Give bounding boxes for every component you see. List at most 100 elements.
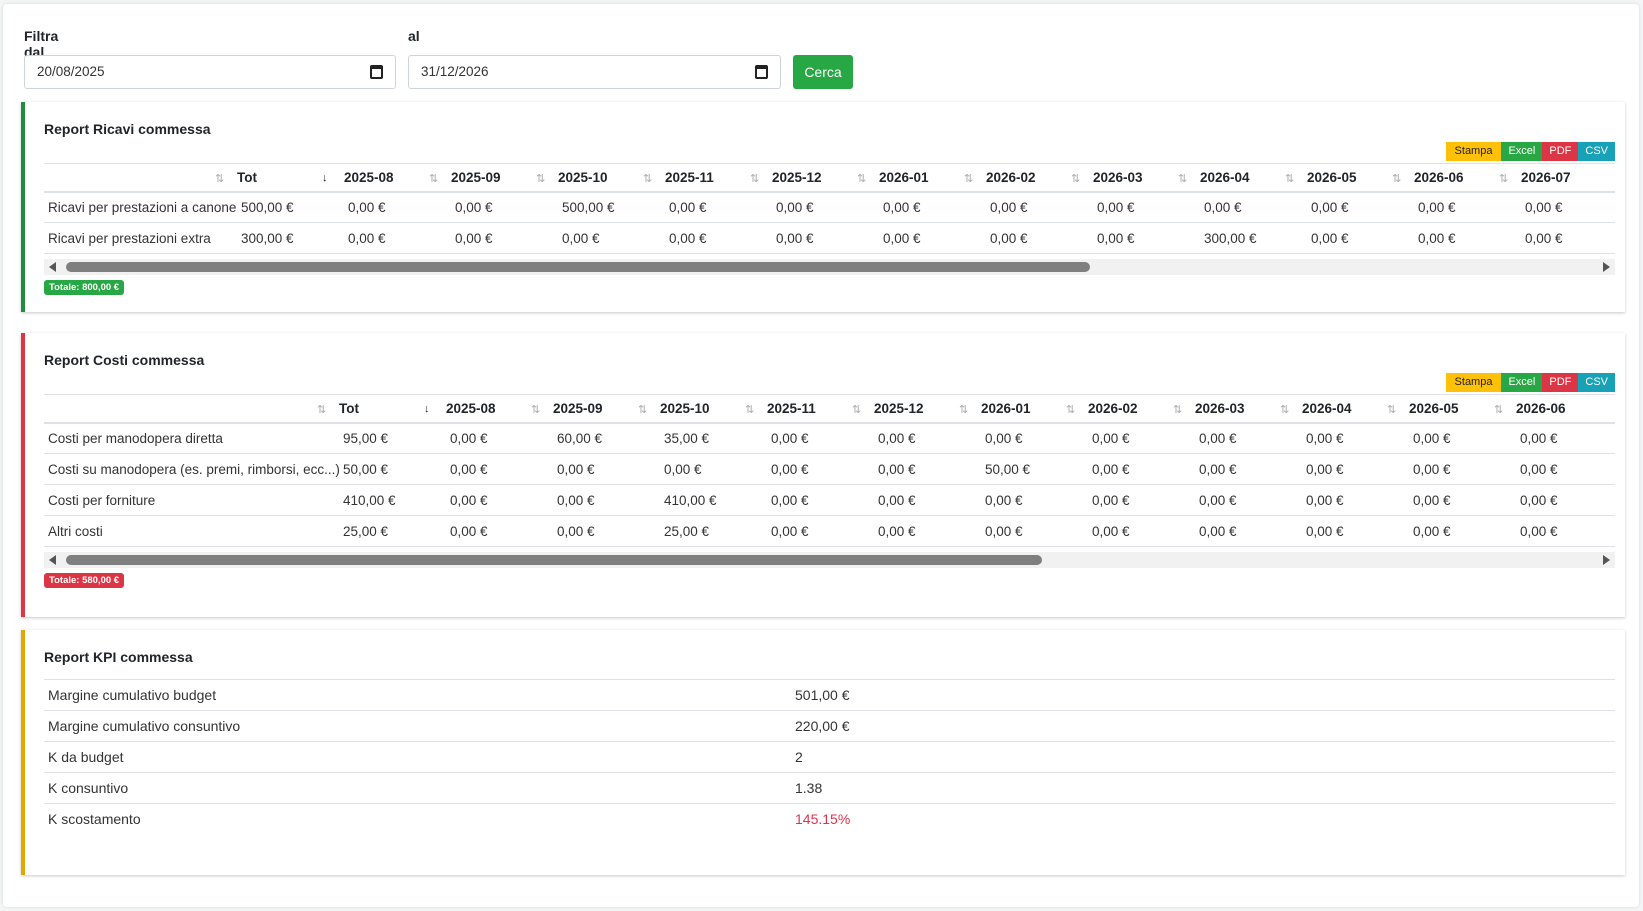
sort-icon[interactable]: ⇅ (1392, 173, 1402, 185)
print-button[interactable]: Stampa (1445, 373, 1502, 392)
sort-icon[interactable]: ⇅ (964, 173, 974, 185)
column-header[interactable]: ⇅ 2026-04 (1178, 163, 1307, 193)
sort-icon[interactable]: ⇅ (745, 404, 755, 416)
sort-icon[interactable]: ⇅ (429, 173, 439, 185)
label-column-header (44, 163, 237, 193)
column-header[interactable]: ⇅ 2025-09 (531, 394, 660, 424)
scrollbar-thumb[interactable] (66, 555, 1042, 565)
to-date-input[interactable]: 31/12/2026 (408, 55, 781, 89)
kpi-label: K consuntivo (48, 780, 129, 796)
kpi-report-title: Report KPI commessa (44, 649, 193, 665)
scrollbar-thumb[interactable] (66, 262, 1090, 272)
sort-icon[interactable]: ⇅ (536, 173, 546, 185)
scroll-left-arrow-icon[interactable] (49, 262, 56, 272)
scroll-right-arrow-icon[interactable] (1603, 555, 1610, 565)
table-cell: 0,00 € (1302, 422, 1409, 454)
table-cell: 0,00 € (344, 191, 451, 223)
sort-icon[interactable]: ⇅ (959, 404, 969, 416)
column-header[interactable]: ⇅ 2025-11 (643, 163, 772, 193)
sort-icon[interactable]: ⇅ (1494, 404, 1504, 416)
column-header-label: 2025-09 (553, 401, 603, 416)
search-button[interactable]: Cerca (793, 55, 853, 89)
column-header[interactable]: ⇅ 2026-05 (1285, 163, 1414, 193)
sort-icon[interactable]: ⇅ (1173, 404, 1183, 416)
table-cell: 0,00 € (772, 191, 879, 223)
cost-table-scrollbar[interactable] (44, 552, 1615, 568)
sort-icon[interactable]: ⇅ (1066, 404, 1076, 416)
kpi-row: Margine cumulativo consuntivo 220,00 € (44, 710, 1615, 741)
table-cell: 0,00 € (874, 422, 981, 454)
column-header[interactable]: ⇅ 2025-09 (429, 163, 558, 193)
print-button[interactable]: Stampa (1445, 142, 1502, 161)
sort-icon[interactable]: ⇅ (1285, 173, 1295, 185)
column-header[interactable]: ↓ 2025-08 (424, 394, 553, 424)
table-cell: 500,00 € (237, 191, 344, 223)
sort-icon[interactable]: ⇅ (317, 404, 327, 416)
sort-icon[interactable]: ⇅ (750, 173, 760, 185)
column-header-label: 2026-06 (1414, 170, 1464, 185)
sort-icon[interactable]: ⇅ (531, 404, 541, 416)
column-header[interactable]: ⇅ Tot (215, 163, 344, 193)
column-header[interactable]: ⇅ 2025-10 (638, 394, 767, 424)
sort-desc-icon[interactable]: ↓ (424, 403, 430, 415)
pdf-export-button[interactable]: PDF (1542, 142, 1579, 161)
calendar-icon[interactable] (755, 65, 768, 79)
column-header[interactable]: ⇅ 2026-06 (1494, 394, 1615, 424)
table-cell: 0,00 € (986, 191, 1093, 223)
column-header[interactable]: ⇅ 2026-03 (1071, 163, 1200, 193)
sort-icon[interactable]: ⇅ (1387, 404, 1397, 416)
column-header[interactable]: ⇅ 2026-02 (1066, 394, 1195, 424)
column-header[interactable]: ⇅ Tot (317, 394, 446, 424)
table-row: Costi su manodopera (es. premi, rimborsi… (44, 453, 1615, 485)
sort-icon[interactable]: ⇅ (638, 404, 648, 416)
table-cell: 0,00 € (446, 515, 553, 547)
column-header[interactable]: ⇅ 2025-12 (852, 394, 981, 424)
table-cell: 0,00 € (558, 222, 665, 254)
scroll-left-arrow-icon[interactable] (49, 555, 56, 565)
sort-icon[interactable]: ⇅ (643, 173, 653, 185)
table-cell: 35,00 € (660, 422, 767, 454)
column-header[interactable]: ⇅ 2026-04 (1280, 394, 1409, 424)
table-cell: 0,00 € (1307, 222, 1414, 254)
table-cell: 95,00 € (339, 422, 446, 454)
table-cell: 0,00 € (1093, 222, 1200, 254)
sort-icon[interactable]: ⇅ (852, 404, 862, 416)
sort-desc-icon[interactable]: ↓ (322, 172, 328, 184)
scroll-right-arrow-icon[interactable] (1603, 262, 1610, 272)
revenue-table-scrollbar[interactable] (44, 259, 1615, 275)
pdf-export-button[interactable]: PDF (1542, 373, 1579, 392)
from-date-input[interactable]: 20/08/2025 (24, 55, 396, 89)
sort-icon[interactable]: ⇅ (1178, 173, 1188, 185)
column-header[interactable]: ⇅ 2025-12 (750, 163, 879, 193)
column-header-label: Tot (237, 170, 257, 185)
calendar-icon[interactable] (370, 65, 383, 79)
column-header[interactable]: ⇅ 2026-02 (964, 163, 1093, 193)
column-header[interactable]: ↓ 2025-08 (322, 163, 451, 193)
kpi-table: Margine cumulativo budget 501,00 € Margine… (44, 679, 1615, 834)
column-header[interactable]: ⇅ 2026-03 (1173, 394, 1302, 424)
table-cell: 500,00 € (558, 191, 665, 223)
column-header[interactable]: ⇅ 2026-06 (1392, 163, 1521, 193)
column-header[interactable]: ⇅ 2025-11 (745, 394, 874, 424)
csv-export-button[interactable]: CSV (1578, 373, 1615, 392)
column-header[interactable]: ⇅ 2026-01 (959, 394, 1088, 424)
table-cell: 0,00 € (553, 515, 660, 547)
table-cell: 0,00 € (1200, 191, 1307, 223)
sort-icon[interactable]: ⇅ (1280, 404, 1290, 416)
table-cell: 0,00 € (553, 484, 660, 516)
sort-icon[interactable]: ⇅ (857, 173, 867, 185)
sort-icon[interactable]: ⇅ (1499, 173, 1509, 185)
column-header[interactable]: ⇅ 2026-05 (1387, 394, 1516, 424)
excel-export-button[interactable]: Excel (1501, 373, 1543, 392)
column-header[interactable]: ⇅ 2026-01 (857, 163, 986, 193)
table-cell: 0,00 € (981, 484, 1088, 516)
table-cell: 0,00 € (451, 191, 558, 223)
table-cell: 0,00 € (1516, 422, 1615, 454)
excel-export-button[interactable]: Excel (1501, 142, 1543, 161)
csv-export-button[interactable]: CSV (1578, 142, 1615, 161)
sort-icon[interactable]: ⇅ (215, 173, 225, 185)
column-header[interactable]: ⇅ 2025-10 (536, 163, 665, 193)
kpi-label: Margine cumulativo consuntivo (48, 718, 241, 734)
column-header[interactable]: ⇅ 2026-07 (1499, 163, 1615, 193)
sort-icon[interactable]: ⇅ (1071, 173, 1081, 185)
